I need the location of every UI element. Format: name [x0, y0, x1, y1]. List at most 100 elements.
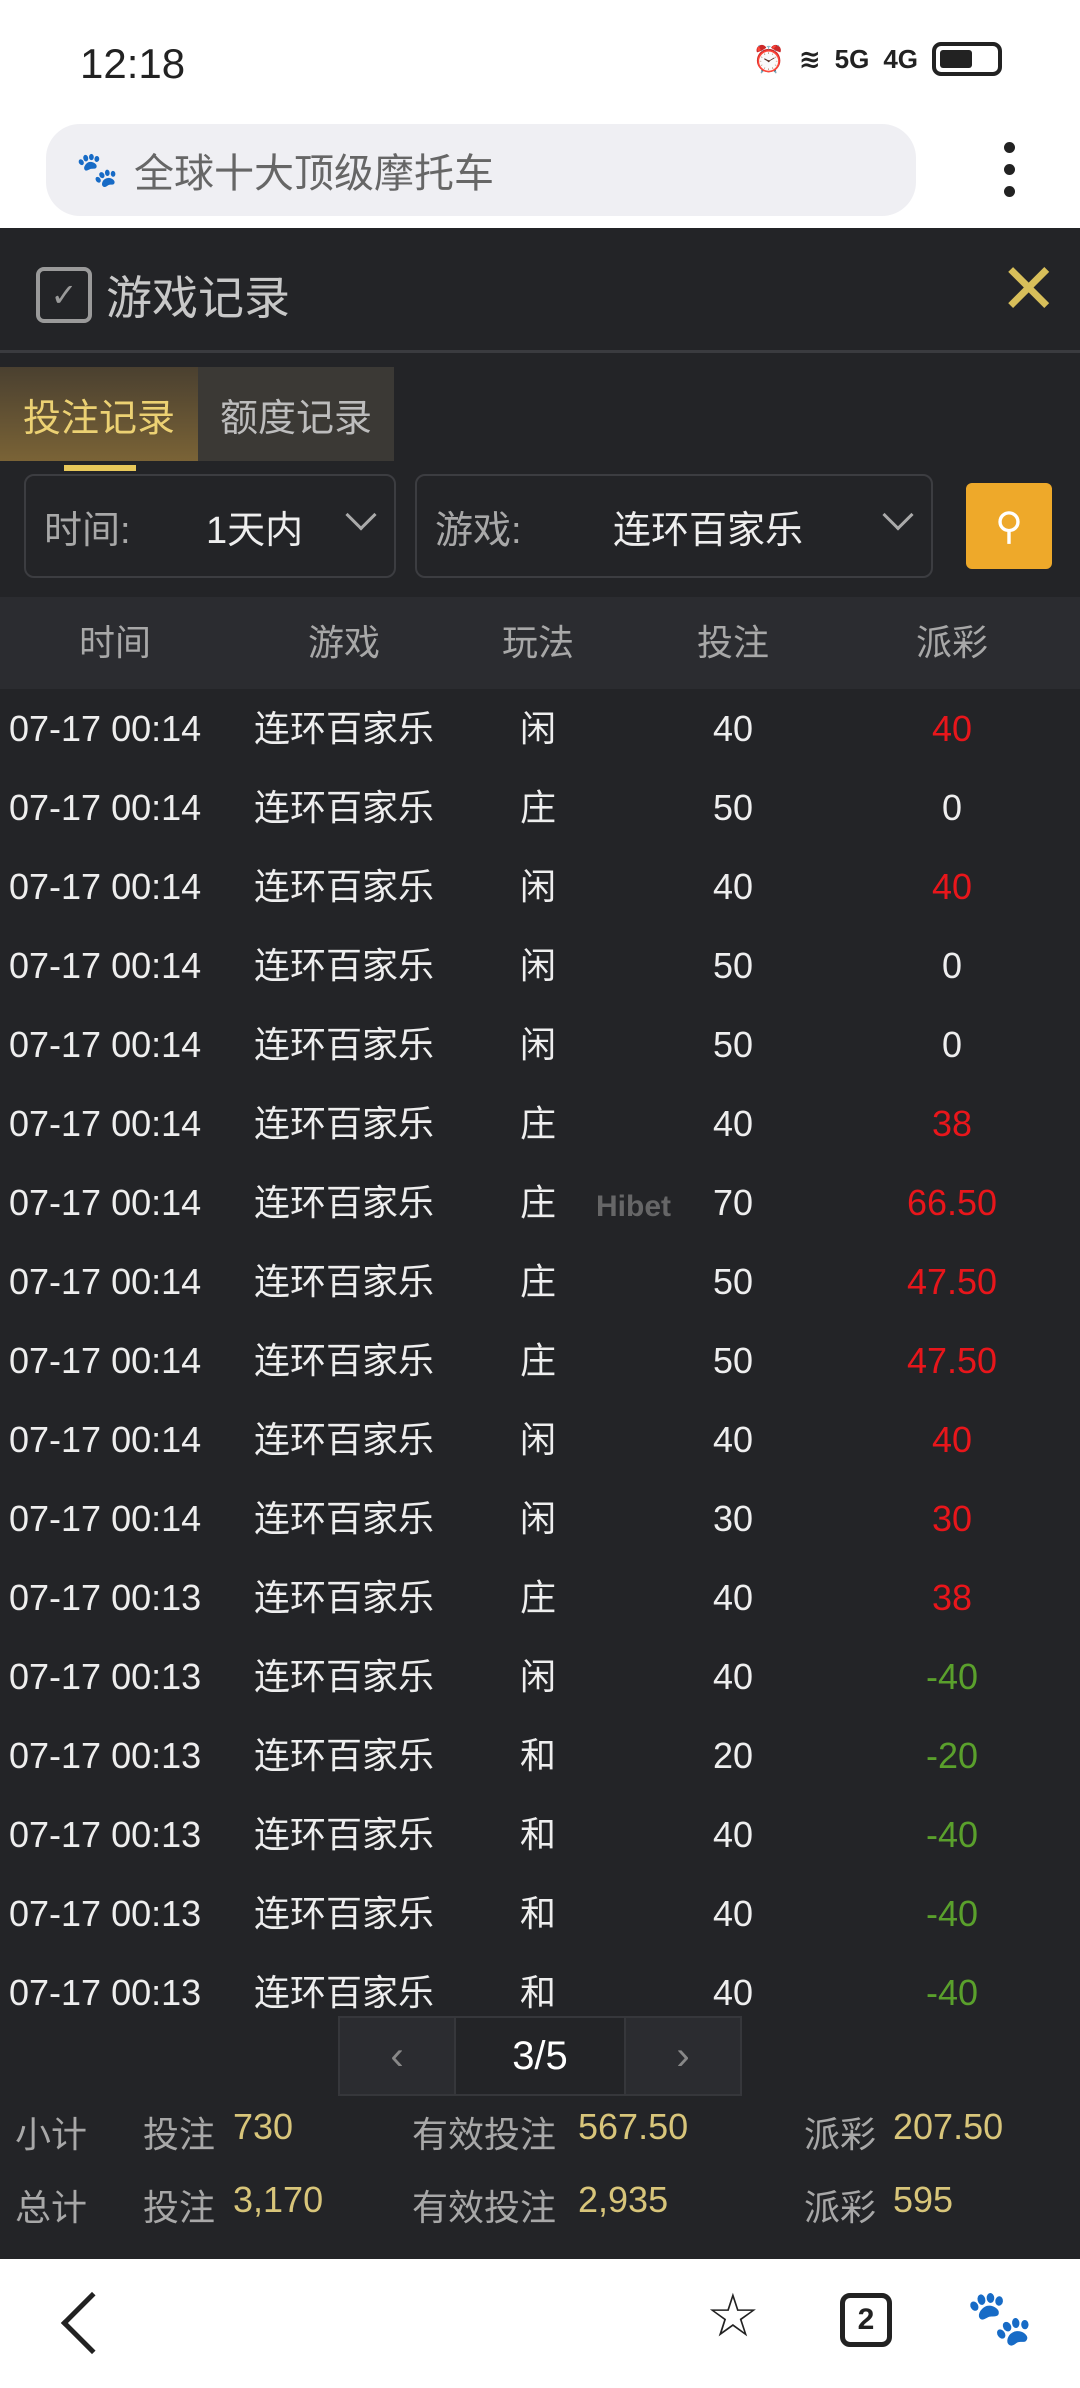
subtotal-valid-label: 有效投注 [412, 2114, 557, 2155]
chevron-down-icon [345, 499, 377, 531]
cell-play: 和 [519, 1814, 557, 1855]
column-header-game: 游戏 [307, 622, 381, 663]
cell-payout: 38 [931, 1103, 973, 1144]
record-tabs: 投注记录 额度记录 [0, 367, 394, 471]
cell-payout: 0 [941, 1024, 963, 1065]
table-row: 07-17 00:14 连环百家乐 庄 70 66.50 [0, 1163, 1080, 1242]
cell-bet: 40 [712, 1893, 754, 1934]
divider [0, 350, 1080, 353]
baidu-paw-icon: 🐾 [76, 151, 119, 189]
cell-play: 庄 [519, 1182, 557, 1223]
search-button[interactable]: ⚲ [966, 483, 1052, 569]
wifi-icon: ≋ [798, 43, 821, 74]
cell-payout: -40 [925, 1893, 979, 1934]
cell-game: 连环百家乐 [253, 1893, 435, 1934]
total-payout-label: 派彩 [804, 2187, 877, 2228]
tab-credit-records[interactable]: 额度记录 [198, 367, 394, 461]
menu-dot [1004, 186, 1015, 197]
cell-game: 连环百家乐 [253, 945, 435, 986]
subtotal-bet-label: 投注 [143, 2114, 216, 2155]
cell-payout: 47.50 [906, 1261, 998, 1302]
close-icon[interactable]: ✕ [999, 250, 1058, 328]
more-menu-icon[interactable] [998, 142, 1022, 198]
table-row: 07-17 00:14 连环百家乐 闲 50 0 [0, 1005, 1080, 1084]
total-valid: 2,935 [578, 2179, 669, 2220]
next-page-button[interactable]: › [626, 2018, 740, 2094]
game-filter-value: 连环百家乐 [613, 509, 804, 552]
time-filter-select[interactable]: 时间: 1天内 [24, 474, 396, 578]
cell-bet: 40 [712, 1577, 754, 1618]
total-bet: 3,170 [233, 2179, 324, 2220]
cell-time: 07-17 00:13 [9, 1972, 202, 2013]
menu-dot [1004, 142, 1015, 153]
total-row: 总计 投注 3,170 有效投注 2,935 派彩 595 [0, 2179, 1080, 2239]
cell-play: 和 [519, 1893, 557, 1934]
subtotal-label: 小计 [15, 2114, 88, 2155]
baidu-paw-icon[interactable]: 🐾 [966, 2288, 1034, 2348]
cell-bet: 50 [712, 945, 754, 986]
total-bet-label: 投注 [143, 2187, 216, 2228]
cell-time: 07-17 00:14 [9, 1261, 202, 1302]
cell-play: 庄 [519, 1261, 557, 1302]
cell-payout: -40 [925, 1814, 979, 1855]
cell-payout: 38 [931, 1577, 973, 1618]
tab-bet-records[interactable]: 投注记录 [0, 367, 198, 471]
panel-title: 游戏记录 [106, 272, 290, 324]
star-bookmark-icon[interactable]: ☆ [706, 2282, 760, 2349]
table-row: 07-17 00:14 连环百家乐 庄 50 47.50 [0, 1321, 1080, 1400]
alarm-icon: ⏰ [752, 43, 785, 74]
cell-time: 07-17 00:14 [9, 1103, 202, 1144]
subtotal-row: 小计 投注 730 有效投注 567.50 派彩 207.50 [0, 2106, 1080, 2166]
cell-bet: 40 [712, 1103, 754, 1144]
cell-game: 连环百家乐 [253, 1261, 435, 1302]
cell-time: 07-17 00:14 [9, 1182, 202, 1223]
cell-play: 庄 [519, 1340, 557, 1381]
cell-bet: 40 [712, 1656, 754, 1697]
cell-payout: -20 [925, 1735, 979, 1776]
subtotal-valid: 567.50 [578, 2106, 689, 2147]
cell-time: 07-17 00:14 [9, 1419, 202, 1460]
cell-bet: 50 [712, 1261, 754, 1302]
column-header-time: 时间 [78, 622, 152, 663]
cell-game: 连环百家乐 [253, 787, 435, 828]
cell-play: 闲 [519, 945, 557, 986]
url-bar[interactable]: 🐾 全球十大顶级摩托车 [46, 124, 916, 216]
cell-play: 庄 [519, 1103, 557, 1144]
search-icon: ⚲ [995, 505, 1023, 548]
table-row: 07-17 00:14 连环百家乐 庄 50 0 [0, 768, 1080, 847]
cell-play: 和 [519, 1735, 557, 1776]
cell-bet: 40 [712, 866, 754, 907]
table-row: 07-17 00:14 连环百家乐 庄 40 38 [0, 1084, 1080, 1163]
cell-play: 闲 [519, 1498, 557, 1539]
cell-time: 07-17 00:14 [9, 1340, 202, 1381]
cell-bet: 40 [712, 1972, 754, 2013]
cell-payout: 40 [931, 708, 973, 749]
subtotal-bet: 730 [233, 2106, 294, 2147]
bet-records-table: 07-17 00:14 连环百家乐闲 40 40 07-17 00:14 连环百家乐庄 50… [0, 689, 1080, 2032]
time-filter-value: 1天内 [206, 509, 304, 552]
cell-bet: 40 [712, 1814, 754, 1855]
url-text: 全球十大顶级摩托车 [134, 152, 494, 196]
cell-bet: 50 [712, 1340, 754, 1381]
prev-page-button[interactable]: ‹ [340, 2018, 454, 2094]
cell-game: 连环百家乐 [253, 1498, 435, 1539]
cell-play: 庄 [519, 787, 557, 828]
cell-time: 07-17 00:14 [9, 866, 202, 907]
cell-payout: 0 [941, 787, 963, 828]
tabs-count-button[interactable]: 2 [840, 2293, 892, 2347]
cell-time: 07-17 00:13 [9, 1814, 202, 1855]
cell-game: 连环百家乐 [253, 1340, 435, 1381]
game-filter-select[interactable]: 游戏: 连环百家乐 [415, 474, 933, 578]
cell-bet: 40 [712, 708, 754, 749]
table-row: 07-17 00:14 连环百家乐 闲 40 40 [0, 1400, 1080, 1479]
back-icon[interactable] [60, 2291, 124, 2355]
cell-time: 07-17 00:13 [9, 1735, 202, 1776]
cell-bet: 20 [712, 1735, 754, 1776]
cell-payout: 66.50 [906, 1182, 998, 1223]
column-header-payout: 派彩 [915, 622, 989, 663]
battery-icon [932, 42, 1002, 76]
game-filter-label: 游戏: [435, 509, 522, 552]
table-row: 07-17 00:14 连环百家乐 闲 40 40 [0, 847, 1080, 926]
table-row: 07-17 00:13 连环百家乐 和 40 -40 [0, 1953, 1080, 2032]
column-header-bet: 投注 [696, 622, 770, 663]
